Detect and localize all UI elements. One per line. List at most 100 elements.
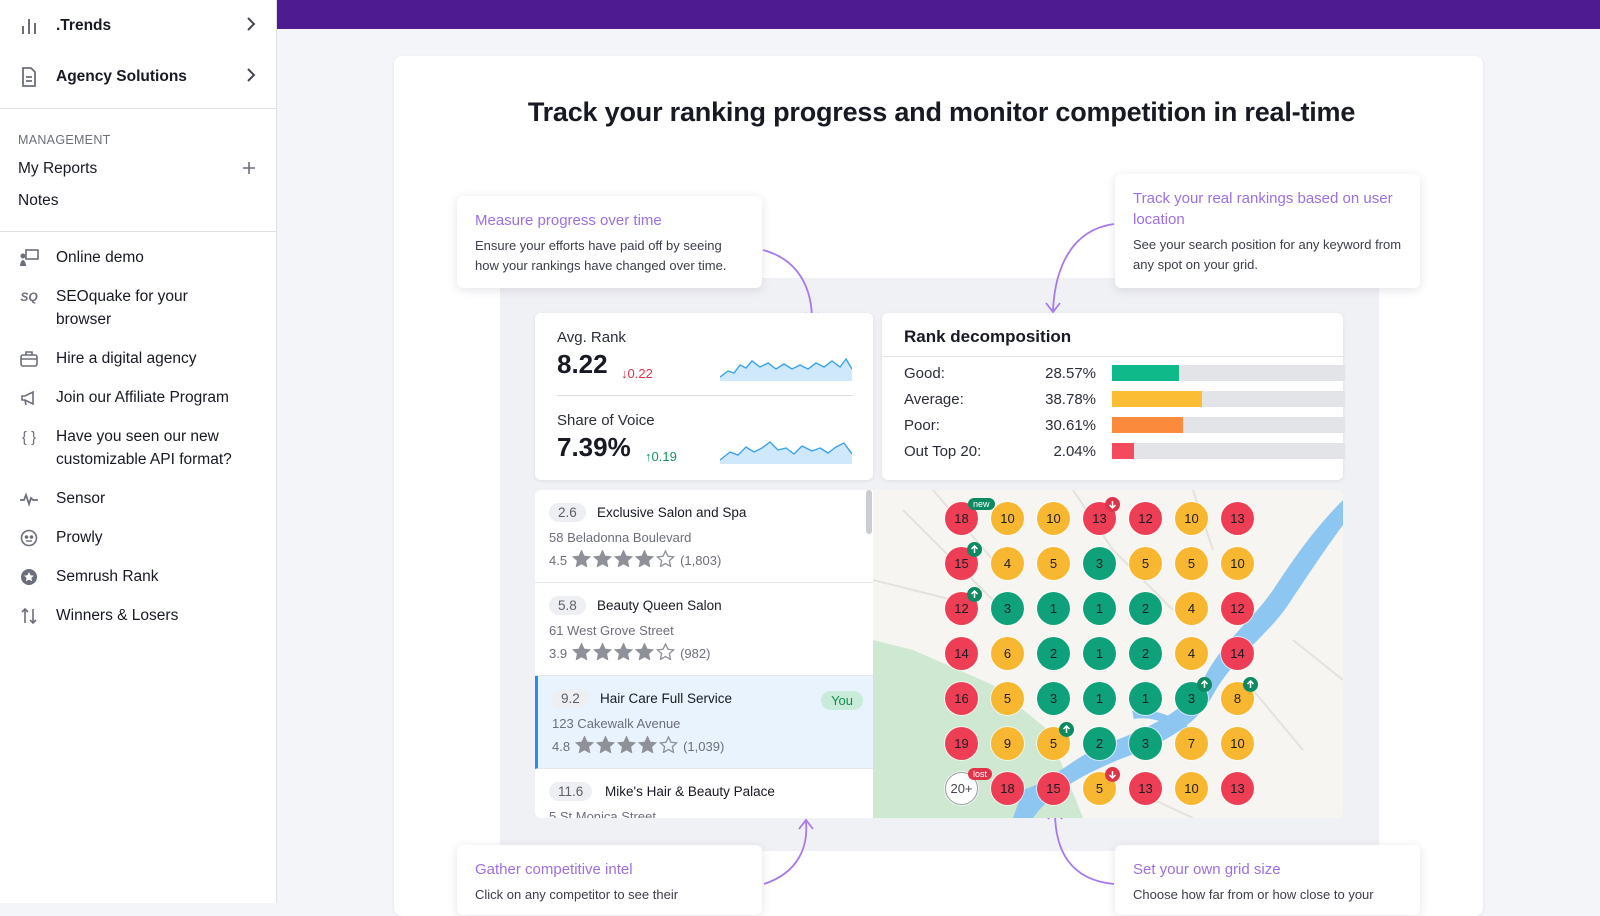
rank-dot[interactable]: 5	[991, 682, 1024, 715]
rank-dot[interactable]: 2	[1083, 727, 1116, 760]
rank-dot[interactable]: 16	[945, 682, 978, 715]
star-icon	[593, 550, 612, 570]
share-voice-delta: ↑0.19	[645, 449, 677, 464]
star-icon	[659, 736, 678, 756]
rank-grid-map[interactable]: 1810101312101315453551012311241214621241…	[873, 490, 1343, 818]
competitor-rating: 4.5 (1,803)	[549, 550, 721, 570]
rank-row-track	[1112, 443, 1345, 459]
star-icon	[572, 643, 591, 663]
rank-dot[interactable]: 4	[1175, 637, 1208, 670]
panel-divider	[882, 356, 1343, 357]
avg-rank-value: 8.22	[557, 349, 608, 380]
rank-dot[interactable]: 1	[1037, 592, 1070, 625]
competitor-item[interactable]: 9.2Hair Care Full Service123 Cakewalk Av…	[535, 676, 873, 769]
rank-dot[interactable]: 19	[945, 727, 978, 760]
arrow-down-icon	[1105, 497, 1120, 512]
rank-row-label: Out Top 20:	[904, 443, 1016, 460]
avg-rank-sparkline	[720, 355, 852, 381]
metrics-panel: Avg. Rank 8.22 ↓0.22 Share of Voice 7.39…	[535, 313, 873, 480]
competitor-name: Hair Care Full Service	[600, 691, 732, 706]
rank-dot[interactable]: 18	[991, 772, 1024, 805]
rank-dot[interactable]: 3	[1129, 727, 1162, 760]
rank-row: Good:28.57%	[904, 363, 1345, 383]
competitor-address: 123 Cakewalk Avenue	[552, 716, 680, 731]
star-icon	[593, 643, 612, 663]
star-icon	[656, 643, 675, 663]
rank-dot[interactable]: 14	[945, 637, 978, 670]
rank-dot[interactable]: 14	[1221, 637, 1254, 670]
rank-decomposition-panel: Rank decomposition Good:28.57% Average:38…	[882, 313, 1343, 480]
rank-dot[interactable]: 10	[1037, 502, 1070, 535]
rank-dot[interactable]: 10	[991, 502, 1024, 535]
competitor-rank: 5.8	[549, 596, 586, 615]
rank-dot[interactable]: 7	[1175, 727, 1208, 760]
rank-dot[interactable]: 6	[991, 637, 1024, 670]
avg-rank-label: Avg. Rank	[557, 329, 626, 346]
rank-dot[interactable]: 3	[991, 592, 1024, 625]
competitor-rank: 2.6	[549, 503, 586, 522]
rank-dot[interactable]: 10	[1221, 727, 1254, 760]
rank-dot[interactable]: 2	[1037, 637, 1070, 670]
rank-dot[interactable]: 5	[1037, 547, 1070, 580]
rank-dot[interactable]: 1	[1083, 637, 1116, 670]
star-icon	[572, 550, 591, 570]
new-tag: new	[968, 498, 995, 510]
competitor-item[interactable]: 2.6Exclusive Salon and Spa58 Beladonna B…	[535, 490, 873, 583]
star-icon	[656, 550, 675, 570]
rank-dot[interactable]: 1	[1083, 682, 1116, 715]
share-voice-sparkline	[720, 438, 852, 464]
rank-dot[interactable]: 10	[1175, 772, 1208, 805]
metric-divider	[557, 395, 853, 396]
rank-dot[interactable]: 3	[1037, 682, 1070, 715]
competitor-item[interactable]: 5.8 Beauty Queen Salon 61 West Grove Stree…	[535, 583, 873, 676]
rank-dot[interactable]: 2	[1129, 592, 1162, 625]
rank-row-value: 38.78%	[1016, 391, 1096, 408]
rank-dot[interactable]: 13	[1221, 772, 1254, 805]
rating-value: 4.5	[549, 553, 567, 568]
rank-dot[interactable]: 1	[1083, 592, 1116, 625]
rank-dot[interactable]: 1	[1129, 682, 1162, 715]
rank-row-label: Average:	[904, 391, 1016, 408]
rank-row: Poor:30.61%	[904, 415, 1345, 435]
rank-row: Out Top 20:2.04%	[904, 441, 1345, 461]
rank-dot[interactable]: 9	[991, 727, 1024, 760]
list-scrollbar[interactable]	[866, 490, 872, 534]
star-icon	[614, 643, 633, 663]
star-icon	[635, 643, 654, 663]
star-icon	[614, 550, 633, 570]
competitor-item[interactable]: 11.6Mike's Hair & Beauty Palace5 St Moni…	[535, 769, 873, 818]
competitor-name: Beauty Queen Salon	[597, 598, 722, 613]
rank-dot[interactable]: 13	[1129, 772, 1162, 805]
rank-dot[interactable]: 4	[991, 547, 1024, 580]
rank-row-label: Poor:	[904, 417, 1016, 434]
rank-decomposition-title: Rank decomposition	[904, 327, 1071, 347]
competitor-rank: 11.6	[549, 782, 592, 801]
competitor-rating: 4.8(1,039)	[552, 736, 724, 756]
star-icon	[638, 736, 657, 756]
rank-row-label: Good:	[904, 365, 1016, 382]
review-count: (1,039)	[683, 739, 724, 754]
rank-dot[interactable]: 3	[1083, 547, 1116, 580]
arrow-up-icon	[1197, 677, 1212, 692]
rank-dot[interactable]: 12	[1129, 502, 1162, 535]
rank-dot[interactable]: 10	[1175, 502, 1208, 535]
rank-row-fill	[1112, 443, 1134, 459]
you-badge: You	[821, 691, 863, 710]
rank-dot[interactable]: 5	[1175, 547, 1208, 580]
arrow-up-icon	[1243, 677, 1258, 692]
review-count: (1,803)	[680, 553, 721, 568]
competitor-list[interactable]: 2.6Exclusive Salon and Spa58 Beladonna B…	[535, 490, 873, 818]
rank-dot[interactable]: 4	[1175, 592, 1208, 625]
star-icon	[575, 736, 594, 756]
rank-dot[interactable]: 10	[1221, 547, 1254, 580]
rank-dot[interactable]: 2	[1129, 637, 1162, 670]
rank-row-fill	[1112, 365, 1179, 381]
competitor-name: Mike's Hair & Beauty Palace	[605, 784, 775, 799]
rank-dot[interactable]: 13	[1221, 502, 1254, 535]
rank-dot[interactable]: 12	[1221, 592, 1254, 625]
rank-dot[interactable]: 15	[1037, 772, 1070, 805]
arrow-up-icon	[967, 587, 982, 602]
competitor-address: 61 West Grove Street	[549, 623, 674, 638]
share-voice-value: 7.39%	[557, 432, 631, 463]
rank-dot[interactable]: 5	[1129, 547, 1162, 580]
